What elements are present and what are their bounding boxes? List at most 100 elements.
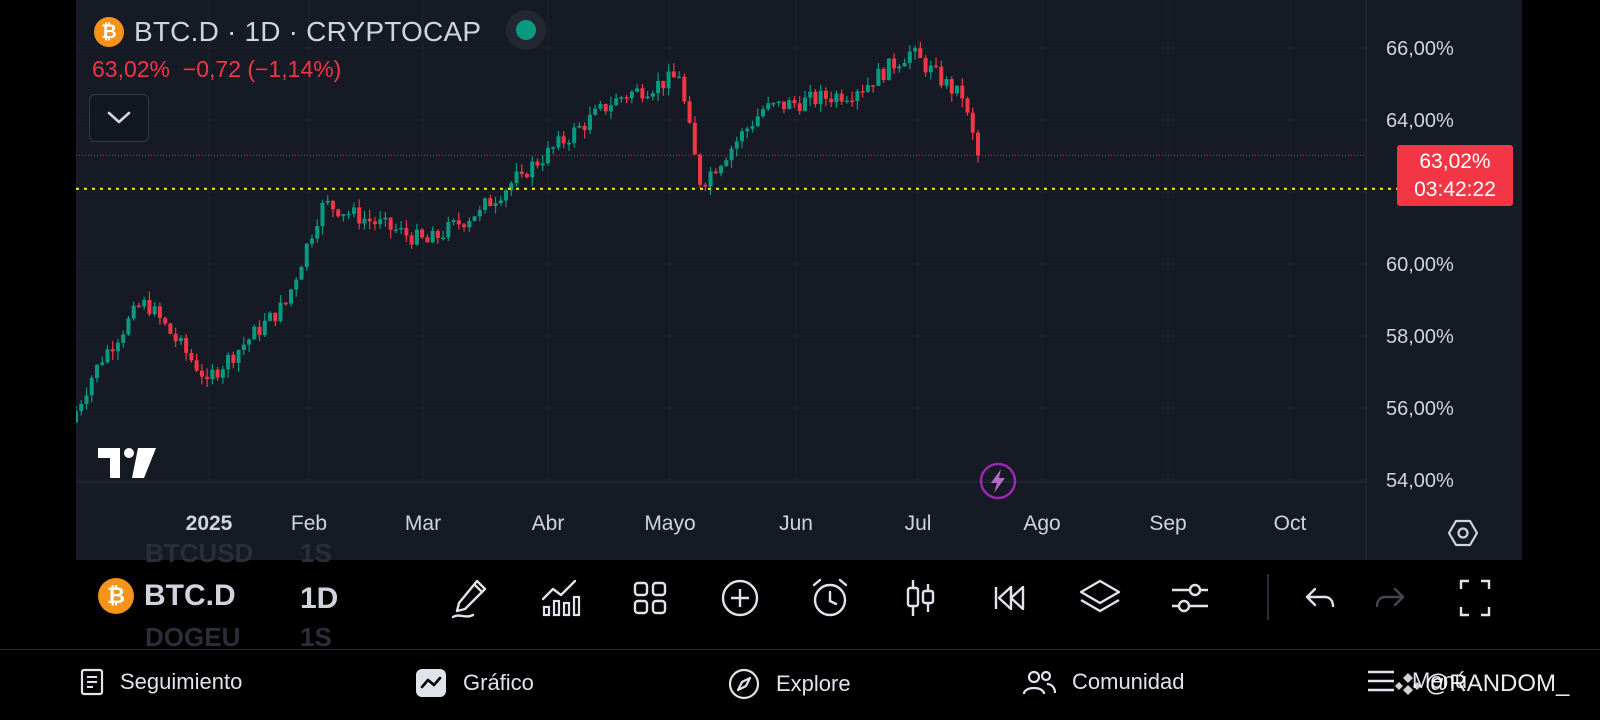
candle-body [462, 224, 467, 228]
candle-body [844, 100, 849, 103]
candle-body [157, 306, 162, 318]
candle-body [320, 202, 325, 227]
candle-body [530, 161, 535, 178]
draw-icon[interactable] [447, 575, 493, 621]
candle-body [110, 349, 115, 352]
candle-body [136, 305, 141, 308]
candle-body [420, 229, 425, 238]
candle-body [173, 333, 178, 342]
candle-body [509, 183, 514, 191]
nav-chart-label: Gráfico [463, 670, 534, 695]
interval-picker[interactable]: 1D [300, 582, 339, 615]
candle-body [750, 126, 755, 129]
candle-body [126, 318, 131, 335]
layout-icon[interactable] [627, 575, 673, 621]
candle-body [184, 338, 189, 353]
candlestick-chart[interactable]: 66,00% 64,00% 60,00% 58,00% 56,00% 54,00% 2025… [76, 0, 1522, 560]
candle-body [299, 266, 304, 280]
candle-body [656, 80, 661, 94]
alert-icon[interactable] [807, 575, 853, 621]
bitcoin-icon: ₿ [98, 578, 134, 614]
candle-body [519, 171, 524, 174]
candle-body [886, 58, 891, 81]
collapse-legend-button[interactable] [89, 94, 149, 142]
candle-body [89, 377, 94, 396]
watermark-text: @RANDOM_ [1425, 670, 1570, 697]
time-axis-label: Mar [405, 512, 441, 535]
candle-body [220, 369, 225, 378]
market-status-button[interactable] [506, 10, 546, 50]
candle-body [79, 403, 84, 412]
candle-body [168, 323, 173, 334]
candle-body [855, 91, 860, 102]
candle-body [682, 76, 687, 102]
candle-body [608, 105, 613, 112]
candle-body [650, 93, 655, 97]
candle-body [850, 100, 855, 103]
candle-body [273, 312, 278, 322]
time-axis-label: Oct [1274, 512, 1307, 535]
undo-icon[interactable] [1297, 575, 1343, 621]
price-axis-label: 64,00% [1386, 110, 1454, 132]
replay-icon[interactable] [987, 575, 1033, 621]
candle-body [467, 220, 472, 228]
binance-logo-icon [1395, 673, 1421, 695]
candle-body [76, 411, 78, 423]
add-icon[interactable] [717, 575, 763, 621]
symbol-picker[interactable]: ₿ BTC.D [98, 578, 236, 614]
nav-community[interactable]: Comunidad [1022, 668, 1185, 696]
candle-body [808, 91, 813, 98]
settings-sliders-icon[interactable] [1167, 575, 1213, 621]
nav-chart[interactable]: Gráfico [415, 668, 534, 698]
candle-body [729, 148, 734, 161]
nav-explore[interactable]: Explore [728, 668, 851, 700]
chart-settings-icon[interactable] [1448, 518, 1478, 548]
candle-body [121, 334, 126, 343]
symbol-title: BTC.D · 1D · CRYPTOCAP [134, 16, 482, 47]
candle-body [226, 354, 231, 370]
candle-body [881, 68, 886, 81]
nav-menu[interactable]: Menú [1366, 668, 1467, 694]
candle-body [703, 184, 708, 187]
candle-body [451, 220, 456, 223]
time-axis-label: Jun [779, 512, 813, 535]
candle-body [372, 221, 377, 225]
candle-body [493, 203, 498, 206]
candle-body [797, 103, 802, 111]
candle-body [498, 200, 503, 204]
candle-body [210, 369, 215, 380]
redo-icon [1375, 587, 1405, 608]
candle-body [839, 93, 844, 102]
candle-body [94, 364, 99, 378]
fullscreen-icon[interactable] [1457, 575, 1493, 621]
candle-body [771, 103, 776, 105]
candle-body [414, 229, 419, 245]
chart-panel[interactable]: 66,00% 64,00% 60,00% 58,00% 56,00% 54,00% 2025… [76, 0, 1522, 560]
layers-icon[interactable] [1077, 575, 1123, 621]
watermark: @RANDOM_ [1395, 670, 1569, 698]
candle-body [409, 235, 414, 245]
candle-body [708, 171, 713, 187]
candle-body [525, 174, 529, 178]
candle-body [393, 229, 398, 232]
bottom-navigation: Seguimiento Gráfico Explore Comunidad [0, 650, 1600, 720]
candle-body [194, 360, 199, 371]
candle-body [687, 101, 692, 123]
candle-body [970, 112, 975, 133]
candle-body [666, 71, 671, 89]
candle-body [257, 326, 262, 336]
price-axis-label: 54,00% [1386, 470, 1454, 492]
candle-body [907, 51, 912, 63]
price-axis-label: 56,00% [1386, 398, 1454, 420]
candle-body [309, 238, 314, 244]
candle-body [787, 100, 792, 110]
indicators-icon[interactable] [537, 575, 583, 621]
candle-type-icon[interactable] [897, 575, 943, 621]
lightning-icon[interactable] [979, 462, 1017, 500]
candle-body [955, 85, 960, 94]
candle-body [566, 142, 571, 145]
symbol-header[interactable]: ₿ BTC.D · 1D · CRYPTOCAP [94, 14, 481, 50]
time-axis-label: Mayo [644, 512, 695, 535]
nav-watchlist[interactable]: Seguimiento [80, 668, 242, 696]
